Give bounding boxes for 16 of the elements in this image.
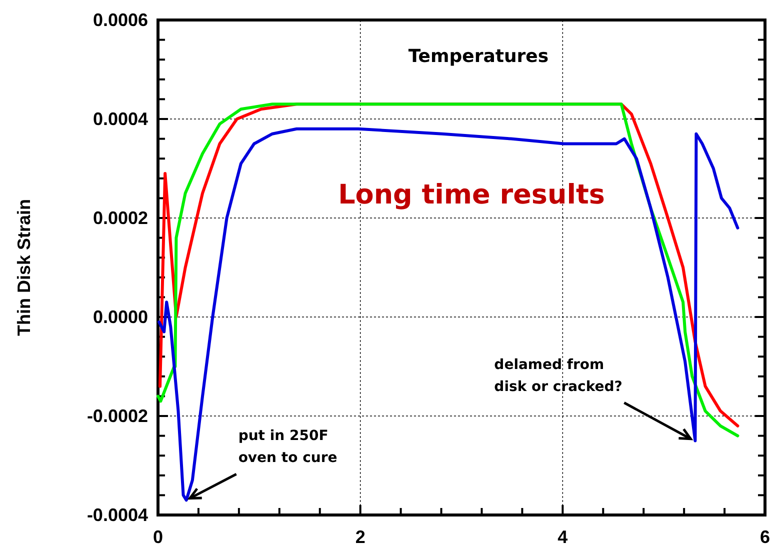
- y-axis-title: Thin Disk Strain: [14, 198, 34, 336]
- x-tick-label: 6: [760, 527, 770, 547]
- y-tick-label: 0.0006: [92, 10, 148, 30]
- x-tick-label: 4: [558, 527, 568, 547]
- annotation: put in 250F oven to cure: [238, 428, 338, 466]
- y-tick-label: -0.0004: [86, 505, 148, 525]
- x-tick-label: 0: [152, 527, 164, 547]
- x-tick-label: 2: [355, 527, 366, 547]
- y-tick-label: 0.0000: [92, 307, 148, 327]
- text: Temperatures: [408, 46, 549, 68]
- y-tick-label: -0.0002: [86, 406, 148, 426]
- annotation: Long time results: [338, 179, 605, 210]
- line-series: [158, 127, 740, 502]
- annotation: delamed from disk or cracked?: [494, 356, 622, 395]
- y-tick-label: 0.0004: [92, 109, 148, 129]
- y-tick-label: 0.0002: [92, 208, 148, 228]
